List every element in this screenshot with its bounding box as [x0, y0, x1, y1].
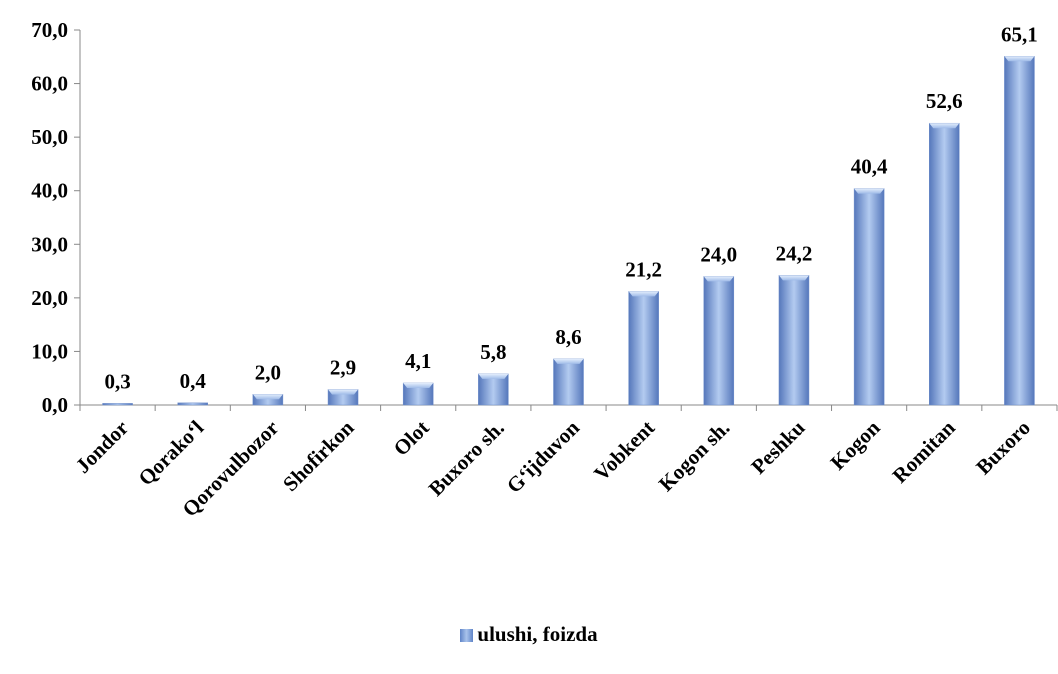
bar: [553, 358, 584, 406]
bar-highlight: [854, 188, 885, 194]
data-label: 0,3: [104, 369, 130, 393]
legend-swatch: [460, 629, 474, 642]
category-label: Shofirkon: [278, 415, 359, 496]
y-tick-label: 60,0: [31, 72, 68, 96]
category-label: Vobkent: [589, 416, 659, 486]
category-label: G‘ijduvon: [502, 415, 584, 497]
bar: [778, 275, 810, 406]
y-axis: 0,0 10,0 20,0 30,0 40,0 50,0 60,0 70,0: [31, 18, 81, 417]
bar: [929, 122, 960, 406]
y-tick-label: 70,0: [31, 18, 68, 42]
bar-highlight: [628, 291, 659, 297]
data-label: 65,1: [1001, 22, 1038, 46]
bar: [703, 276, 735, 406]
y-tick-label: 20,0: [31, 286, 68, 310]
data-label: 2,0: [255, 360, 281, 384]
data-label: 0,4: [180, 369, 207, 393]
category-label: Buxoro: [971, 416, 1035, 480]
y-tick-label: 10,0: [31, 339, 68, 363]
y-tick-label: 0,0: [42, 393, 68, 417]
bar-highlight: [778, 275, 809, 281]
legend: ulushi, foizda: [0, 622, 1058, 647]
category-label: Buxoro sh.: [424, 416, 509, 501]
data-label: 4,1: [405, 349, 431, 373]
bar-highlight: [478, 373, 509, 379]
bar-highlight: [1004, 56, 1035, 62]
category-label: Kogon: [826, 415, 885, 474]
bar: [628, 291, 659, 406]
category-label: Peshku: [746, 415, 809, 478]
data-label: 5,8: [480, 340, 506, 364]
y-tick-label: 50,0: [31, 125, 68, 149]
bar-highlight: [703, 276, 734, 282]
bar: [177, 402, 208, 406]
y-tick-label: 30,0: [31, 232, 68, 256]
bar-highlight: [252, 394, 283, 400]
bar: [478, 373, 509, 406]
category-label: Romitan: [888, 415, 960, 487]
bar-highlight: [403, 383, 434, 389]
bar-highlight: [929, 123, 960, 129]
data-label: 24,0: [700, 242, 737, 266]
data-label: 24,2: [776, 241, 813, 265]
category-label: Jondor: [71, 416, 133, 478]
bar-highlight: [553, 358, 584, 364]
y-tick-label: 40,0: [31, 179, 68, 203]
bar-highlight: [328, 389, 359, 395]
category-label: Qorako‘l: [134, 415, 209, 490]
data-label: 40,4: [851, 155, 888, 179]
data-label: 8,6: [555, 325, 581, 349]
bar: [102, 403, 133, 406]
data-labels: 0,3 0,4 2,0 2,9 4,1 5,8 8,6 21,2 24,0 24,2 40,4 52,…: [104, 22, 1037, 393]
data-label: 2,9: [330, 355, 356, 379]
category-label: Kogon sh.: [654, 416, 735, 497]
data-label: 21,2: [625, 257, 662, 281]
bar: [853, 188, 885, 406]
legend-label: ulushi, foizda: [477, 622, 598, 646]
bar-chart: 0,0 10,0 20,0 30,0 40,0 50,0 60,0 70,0 Jondor Qo…: [31, 18, 1058, 521]
data-label: 52,6: [926, 89, 963, 113]
bar: [1004, 56, 1035, 406]
category-label: Olot: [389, 416, 434, 461]
bars: [102, 56, 1035, 406]
